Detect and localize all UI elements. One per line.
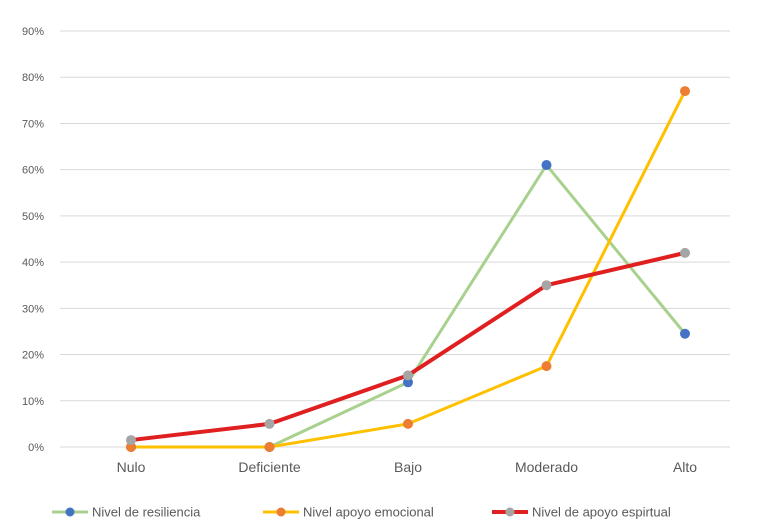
legend-swatch-marker-0 (65, 507, 75, 517)
series-line-2 (130, 250, 686, 443)
gridlines (60, 30, 730, 448)
data-point (403, 370, 413, 381)
y-tick-label: 50% (22, 211, 44, 223)
y-axis-tick-labels: 0% 10% 20% 30% 40% 50% 60% 70% 80% 90% (22, 26, 44, 454)
data-point (264, 418, 275, 429)
legend-label-2: Nivel de apoyo espirtual (532, 505, 671, 520)
y-tick-label: 20% (22, 350, 44, 362)
series-line-0 (131, 163, 687, 449)
x-category-label: Deficiente (238, 459, 300, 475)
data-point (541, 361, 552, 372)
x-category-label: Nulo (117, 459, 146, 475)
data-point (264, 442, 275, 452)
y-tick-label: 70% (22, 118, 44, 130)
data-point (680, 328, 690, 339)
y-tick-label: 90% (22, 26, 44, 38)
data-point (403, 418, 413, 429)
y-tick-label: 60% (22, 165, 44, 177)
data-point (680, 247, 690, 258)
x-axis-category-labels: Nulo Deficiente Bajo Moderado Alto (117, 459, 698, 475)
legend-swatch-marker-2 (505, 507, 515, 517)
x-category-label: Bajo (394, 459, 422, 475)
y-tick-label: 40% (22, 257, 44, 269)
legend-label-0: Nivel de resiliencia (92, 505, 201, 520)
legend: Nivel de resiliencia Nivel apoyo emociona… (52, 505, 671, 520)
data-point (541, 160, 552, 171)
legend-swatch-marker-1 (276, 507, 286, 517)
x-category-label: Alto (673, 459, 697, 475)
data-point (541, 280, 552, 291)
data-point (126, 442, 136, 452)
legend-label-1: Nivel apoyo emocional (303, 505, 434, 520)
y-tick-label: 10% (22, 396, 44, 408)
data-point (403, 377, 413, 388)
y-tick-label: 0% (28, 442, 44, 454)
y-tick-label: 80% (22, 72, 44, 84)
series-lines (126, 86, 690, 452)
y-tick-label: 30% (22, 303, 44, 315)
series-line-1 (131, 90, 687, 449)
data-point (680, 86, 690, 97)
data-point (126, 435, 136, 446)
x-category-label: Moderado (515, 459, 578, 475)
